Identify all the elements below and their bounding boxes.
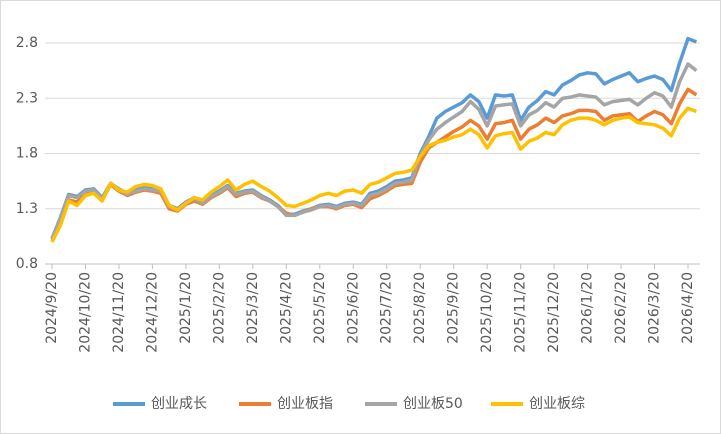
y-tick-label: 1.8 [16, 146, 38, 162]
x-tick-label: 2024/9/20 [44, 272, 60, 344]
series-line [50, 62, 698, 241]
y-tick-label: 0.8 [16, 256, 38, 272]
y-tick-label: 2.8 [16, 35, 38, 51]
x-tick-label: 2025/7/20 [379, 272, 395, 344]
x-tick-label: 2025/9/20 [446, 272, 462, 344]
legend-label: 创业板50 [403, 396, 463, 412]
x-tick-label: 2024/12/20 [144, 272, 160, 353]
x-tick-label: 2025/5/20 [312, 272, 328, 344]
x-tick-label: 2025/4/20 [278, 272, 294, 344]
x-tick-label: 2025/1/20 [178, 272, 194, 344]
x-tick-label: 2026/1/20 [580, 272, 596, 344]
x-tick-label: 2025/11/20 [513, 272, 529, 353]
y-tick-label: 1.3 [16, 201, 38, 217]
x-tick-label: 2025/12/20 [546, 272, 562, 353]
x-tick-label: 2025/3/20 [245, 272, 261, 344]
x-tick-label: 2024/11/20 [111, 272, 127, 353]
x-tick-label: 2026/3/20 [647, 272, 663, 344]
x-tick-label: 2025/2/20 [211, 272, 227, 344]
x-tick-label: 2025/10/20 [479, 272, 495, 353]
x-tick-label: 2024/10/20 [77, 272, 93, 353]
legend-label: 创业板指 [277, 396, 333, 412]
legend-label: 创业板综 [529, 396, 585, 412]
x-tick-label: 2026/4/20 [680, 272, 696, 344]
series-line [50, 87, 698, 243]
legend-label: 创业成长 [151, 396, 207, 412]
y-tick-label: 2.3 [16, 90, 38, 106]
x-tick-label: 2026/2/20 [613, 272, 629, 344]
x-tick-label: 2025/8/20 [412, 272, 428, 344]
series-line [50, 106, 698, 243]
x-tick-label: 2025/6/20 [345, 272, 361, 344]
